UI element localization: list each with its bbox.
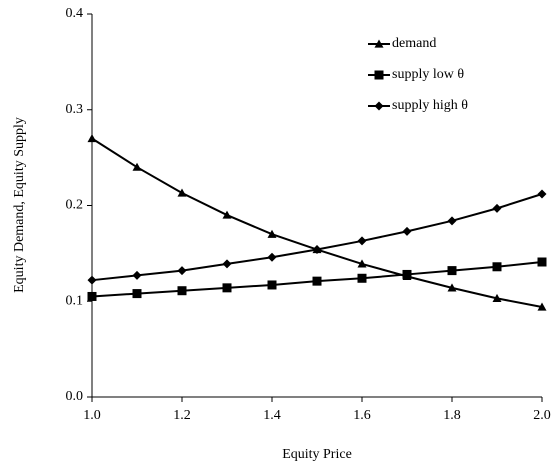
x-tick-label: 1.4 [263,408,281,423]
marker [267,229,277,238]
marker [374,39,384,48]
marker [222,259,232,269]
marker [492,203,502,213]
y-tick-label: 0.3 [66,102,84,117]
marker [357,273,367,283]
marker [87,275,97,285]
marker [312,276,322,286]
x-tick-label: 1.8 [443,408,461,423]
legend-label: supply low θ [392,67,464,82]
marker [177,188,187,197]
legend-label: supply high θ [392,98,468,113]
marker [222,283,232,293]
y-tick-label: 0.4 [66,6,84,21]
x-tick-label: 1.0 [83,408,101,423]
marker [492,293,502,302]
x-tick-label: 1.6 [353,408,371,423]
marker [374,70,384,80]
y-tick-label: 0.1 [66,293,84,308]
marker [374,101,384,111]
marker [312,245,322,255]
marker [402,269,412,279]
marker [177,266,187,276]
marker [537,257,547,267]
y-tick-label: 0.2 [66,198,84,213]
marker [537,189,547,199]
marker [267,252,277,262]
marker [87,133,97,143]
series-line [91,193,543,282]
marker [447,283,457,292]
y-axis-title: Equity Demand, Equity Supply [12,117,27,293]
marker [132,289,142,299]
x-tick-label: 2.0 [533,408,551,423]
marker [87,291,97,301]
marker [177,286,187,296]
marker [447,266,457,276]
marker [447,216,457,226]
marker [402,226,412,236]
marker [537,302,547,311]
marker [132,270,142,280]
marker [132,162,142,171]
marker [267,280,277,290]
marker [492,262,502,272]
y-tick-label: 0.0 [66,389,84,404]
x-tick-label: 1.2 [173,408,191,423]
marker [357,259,367,268]
marker [357,236,367,246]
legend-label: demand [392,36,436,51]
x-axis-title: Equity Price [282,447,352,462]
marker [222,210,232,219]
